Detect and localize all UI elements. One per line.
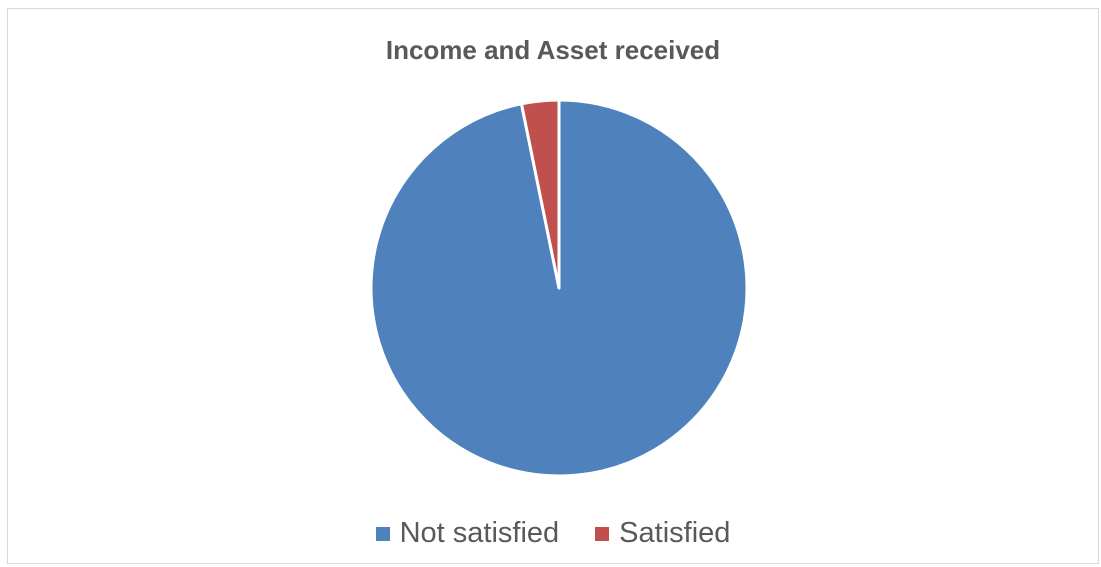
chart-title: Income and Asset received [385, 35, 721, 65]
legend-item-satisfied: Satisfied [595, 517, 730, 550]
legend-swatch-satisfied [595, 526, 610, 541]
legend-label-satisfied: Satisfied [619, 517, 731, 549]
pie-chart [369, 98, 749, 478]
legend: Not satisfied Satisfied [8, 517, 1098, 550]
legend-item-not-satisfied: Not satisfied [375, 517, 560, 550]
chart-frame: Income and Asset received Not satisfied … [7, 8, 1099, 564]
legend-swatch-not-satisfied [375, 526, 390, 541]
legend-label-not-satisfied: Not satisfied [399, 517, 560, 549]
pie-slice-satisfied [519, 98, 561, 290]
